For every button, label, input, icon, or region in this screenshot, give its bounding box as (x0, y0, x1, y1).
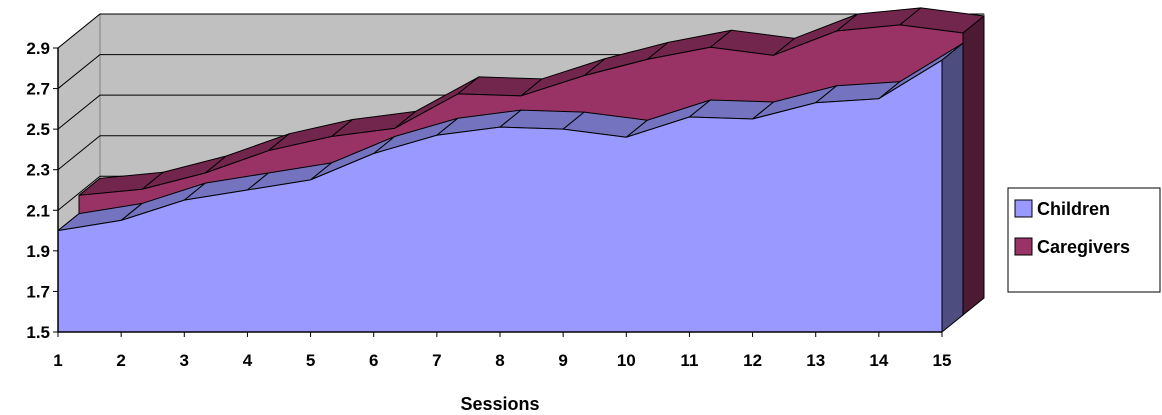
legend-box (1007, 187, 1161, 293)
area-end-face (962, 14, 985, 317)
x-tick-label: 13 (806, 351, 825, 370)
x-tick-label: 14 (869, 351, 888, 370)
x-tick-label: 2 (116, 351, 125, 370)
gridline (57, 13, 984, 49)
legend-swatch (1014, 199, 1033, 218)
legend-label: Caregivers (1037, 237, 1130, 257)
x-tick-label: 3 (180, 351, 189, 370)
x-tick-label: 6 (369, 351, 378, 370)
x-tick-label: 11 (680, 351, 698, 370)
x-tick-label: 7 (432, 351, 441, 370)
area-end-face (941, 42, 964, 334)
x-tick-label: 9 (558, 351, 567, 370)
legend-label: Children (1037, 199, 1110, 219)
legend: Children Caregivers (1007, 187, 1161, 293)
x-tick-label: 10 (617, 351, 636, 370)
y-tick-labels: 1.5 1.7 1.9 2.1 2.3 2.5 2.7 2.9 (26, 39, 58, 342)
x-tick-label: 8 (495, 351, 504, 370)
x-axis-title: Sessions (460, 394, 539, 414)
x-tick-label: 12 (743, 351, 762, 370)
y-tick-label: 1.5 (26, 323, 50, 342)
legend-swatch (1014, 237, 1033, 256)
y-tick-label: 2.1 (26, 201, 50, 220)
x-tick-label: 15 (933, 351, 952, 370)
y-tick-label: 1.9 (26, 242, 50, 261)
area-front-face (57, 59, 943, 333)
y-tick-label: 2.3 (26, 161, 50, 180)
x-tick-label: 5 (306, 351, 315, 370)
series-children (57, 42, 964, 334)
y-tick-label: 2.9 (26, 39, 50, 58)
y-tick-label: 1.7 (26, 282, 50, 301)
series-layer (57, 7, 985, 334)
y-tick-label: 2.5 (26, 120, 50, 139)
y-tick-label: 2.7 (26, 80, 50, 99)
x-tick-labels: 1 2 3 4 5 6 7 8 9 10 11 12 13 14 15 (53, 332, 951, 370)
x-tick-label: 4 (243, 351, 253, 370)
x-tick-label: 1 (53, 351, 62, 370)
